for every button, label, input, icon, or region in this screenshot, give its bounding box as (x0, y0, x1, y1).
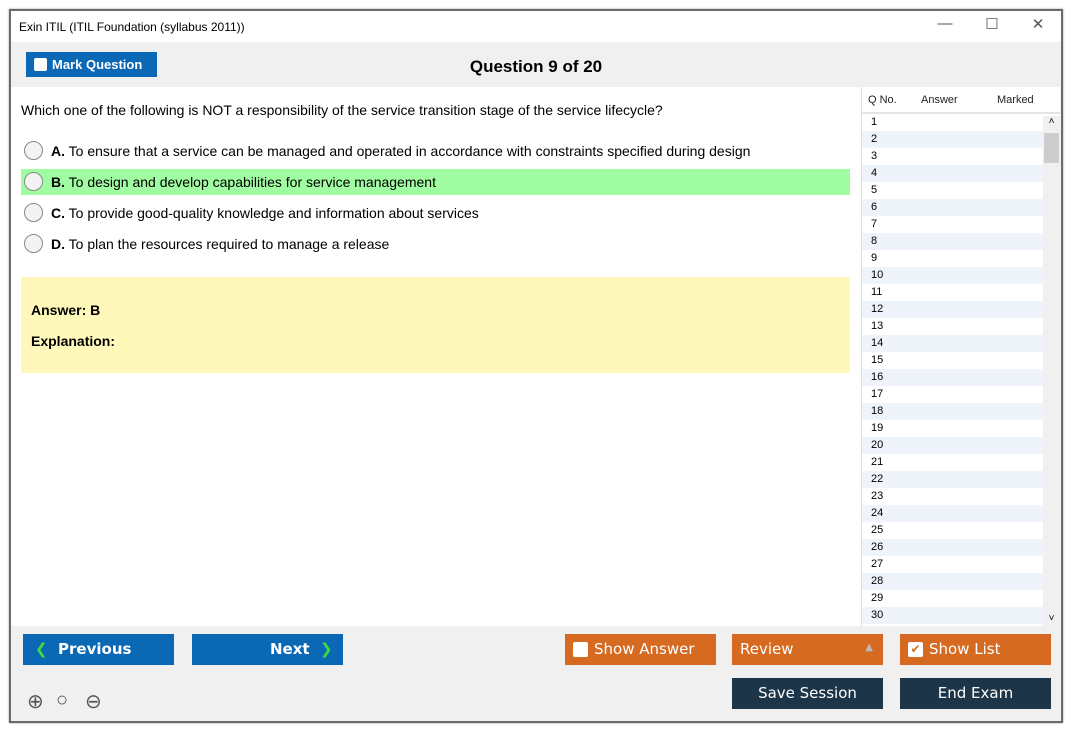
chevron-right-icon: ❯ (320, 640, 333, 658)
list-row[interactable]: 14 (862, 335, 1044, 352)
header-marked: Marked (997, 94, 1034, 106)
show-list-button[interactable]: ✔ Show List (900, 634, 1051, 665)
list-row[interactable]: 7 (871, 218, 878, 230)
next-button[interactable]: Next ❯ (192, 634, 343, 665)
minimize-button[interactable]: — (937, 15, 953, 32)
show-list-label: Show List (929, 640, 1001, 658)
scroll-down-icon[interactable]: ˅ (1048, 613, 1055, 624)
answer-box: Answer: B Explanation: (21, 277, 850, 373)
list-row[interactable]: 4 (862, 165, 1044, 182)
option-text: To design and develop capabilities for s… (68, 174, 436, 190)
option-letter: A. (51, 143, 65, 159)
list-row[interactable]: 11 (871, 286, 883, 298)
list-row[interactable]: 13 (871, 320, 884, 332)
list-row[interactable]: 17 (871, 388, 884, 400)
option-text: To provide good-quality knowledge and in… (68, 205, 479, 221)
option-b[interactable]: B. To design and develop capabilities fo… (21, 169, 850, 195)
list-row[interactable]: 15 (871, 354, 884, 366)
close-button[interactable]: ✕ (1031, 16, 1045, 33)
caret-up-icon: ▲ (865, 642, 873, 653)
list-row[interactable]: 30 (862, 607, 1044, 624)
list-header: Q No. Answer Marked (862, 87, 1060, 114)
question-title: Question 9 of 20 (469, 57, 603, 76)
option-letter: D. (51, 236, 65, 252)
review-label: Review (740, 640, 794, 658)
scrollbar[interactable]: ˄ ˅ (1043, 116, 1060, 626)
list-rows: 1 2 3 4 5 6 7 8 9 10 11 12 13 14 15 16 17 18 19 20 21 22 23 24 2… (862, 114, 1060, 624)
list-row[interactable]: 1 (871, 116, 878, 128)
header-answer: Answer (921, 94, 958, 106)
question-area: Which one of the following is NOT a resp… (11, 87, 861, 626)
mark-question-label: Mark Question (52, 57, 143, 72)
list-row[interactable]: 6 (862, 199, 1044, 216)
title-bar: Exin ITIL (ITIL Foundation (syllabus 201… (11, 11, 1061, 42)
radio-icon[interactable] (24, 203, 43, 222)
option-text: To plan the resources required to manage… (68, 236, 390, 252)
list-row[interactable]: 10 (862, 267, 1044, 284)
checkbox-icon (34, 58, 47, 71)
show-answer-button[interactable]: Show Answer (565, 634, 716, 665)
next-label: Next (270, 640, 310, 658)
option-d[interactable]: D. To plan the resources required to man… (21, 231, 850, 257)
previous-button[interactable]: ❮ Previous (23, 634, 174, 665)
list-row[interactable]: 2 (862, 131, 1044, 148)
end-exam-button[interactable]: End Exam (900, 678, 1051, 709)
toolbar: Mark Question Question 9 of 20 (11, 42, 1061, 87)
review-dropdown[interactable]: Review ▲ (732, 634, 883, 665)
chevron-left-icon: ❮ (35, 640, 48, 658)
list-row[interactable]: 19 (871, 422, 884, 434)
save-session-button[interactable]: Save Session (732, 678, 883, 709)
question-list: Q No. Answer Marked 1 2 3 4 5 6 7 8 9 10 11 12 13 14 1… (861, 87, 1060, 626)
list-row[interactable]: 5 (871, 184, 878, 196)
list-row[interactable]: 24 (862, 505, 1044, 522)
list-row[interactable]: 29 (871, 592, 884, 604)
scroll-up-icon[interactable]: ˄ (1048, 116, 1055, 127)
option-a[interactable]: A. To ensure that a service can be manag… (21, 138, 850, 164)
list-row[interactable]: 23 (871, 490, 884, 502)
list-row[interactable]: 18 (862, 403, 1044, 420)
zoom-out-icon[interactable]: ⊖ (85, 691, 102, 713)
checkbox-icon[interactable] (573, 642, 588, 657)
list-row[interactable]: 8 (862, 233, 1044, 250)
radio-icon[interactable] (24, 141, 43, 160)
list-row[interactable]: 21 (871, 456, 884, 468)
option-text: To ensure that a service can be managed … (68, 143, 751, 159)
show-answer-label: Show Answer (594, 640, 695, 658)
list-row[interactable]: 22 (862, 471, 1044, 488)
list-row[interactable]: 27 (871, 558, 884, 570)
list-row[interactable]: 25 (871, 524, 884, 536)
mark-question-button[interactable]: Mark Question (26, 52, 157, 77)
checkbox-checked-icon[interactable]: ✔ (908, 642, 923, 657)
zoom-in-icon[interactable]: ⊕ (27, 691, 44, 713)
window-title: Exin ITIL (ITIL Foundation (syllabus 201… (19, 20, 245, 34)
header-qno: Q No. (868, 94, 897, 106)
option-c[interactable]: C. To provide good-quality knowledge and… (21, 200, 850, 226)
list-row[interactable]: 16 (862, 369, 1044, 386)
explanation-label: Explanation: (31, 333, 116, 349)
list-row[interactable]: 26 (862, 539, 1044, 556)
radio-icon[interactable] (24, 234, 43, 253)
maximize-button[interactable]: ☐ (985, 16, 999, 33)
list-row[interactable]: 9 (871, 252, 878, 264)
app-window: Exin ITIL (ITIL Foundation (syllabus 201… (9, 9, 1063, 723)
zoom-reset-icon[interactable]: ○ (56, 689, 69, 711)
previous-label: Previous (58, 640, 132, 658)
radio-icon[interactable] (24, 172, 43, 191)
list-row[interactable]: 28 (862, 573, 1044, 590)
answer-label: Answer: B (31, 302, 101, 318)
question-text: Which one of the following is NOT a resp… (21, 102, 663, 118)
option-letter: B. (51, 174, 65, 190)
option-letter: C. (51, 205, 65, 221)
scroll-thumb[interactable] (1044, 133, 1059, 163)
list-row[interactable]: 3 (871, 150, 878, 162)
list-row[interactable]: 12 (862, 301, 1044, 318)
list-row[interactable]: 20 (862, 437, 1044, 454)
